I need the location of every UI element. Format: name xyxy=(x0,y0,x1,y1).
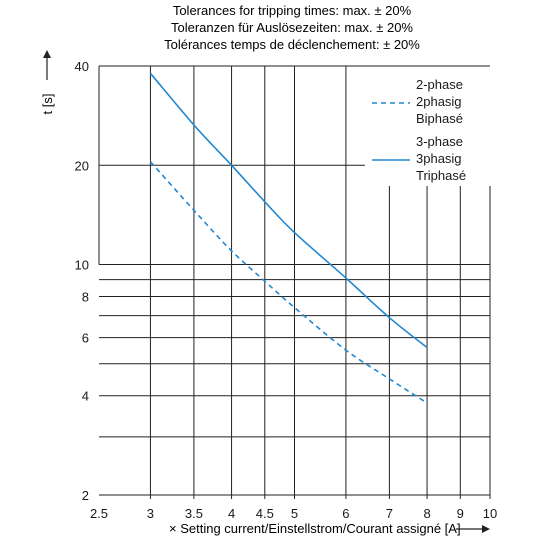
legend-label: 3phasig xyxy=(416,151,462,166)
grid xyxy=(98,65,491,499)
x-axis-label: × Setting current/Einstellstrom/Courant … xyxy=(169,521,461,536)
x-tick-label: 8 xyxy=(423,506,430,521)
series-line-3-phase xyxy=(149,72,428,349)
x-axis-title: × Setting current/Einstellstrom/Courant … xyxy=(169,521,490,536)
y-axis-label: t [s] xyxy=(40,94,55,115)
y-axis-title: t [s] xyxy=(40,50,55,114)
x-tick-label: 4.5 xyxy=(256,506,274,521)
x-tick-label: 3 xyxy=(147,506,154,521)
x-tick-label: 5 xyxy=(291,506,298,521)
y-tick-label: 6 xyxy=(82,331,89,346)
x-tick-label: 9 xyxy=(457,506,464,521)
y-tick-label: 4 xyxy=(82,389,89,404)
series-lines xyxy=(149,72,428,404)
x-tick-labels: 2.5 3 3.5 4 4.5 5 6 7 8 9 10 xyxy=(90,506,497,521)
x-tick-label: 4 xyxy=(228,506,235,521)
legend-label: Triphasé xyxy=(416,168,466,183)
legend-label: Biphasé xyxy=(416,111,463,126)
tolerance-note: Tolerances for tripping times: max. ± 20… xyxy=(164,3,420,52)
y-tick-label: 40 xyxy=(75,59,89,74)
x-tick-label: 10 xyxy=(483,506,497,521)
legend-label: 2phasig xyxy=(416,94,462,109)
tolerance-line-fr: Tolérances temps de déclenchement: ± 20% xyxy=(164,37,420,52)
tolerance-line-de: Toleranzen für Auslösezeiten: max. ± 20% xyxy=(171,20,413,35)
legend-entry-3-phase: 3-phase 3phasig Triphasé xyxy=(372,134,466,183)
legend-label: 3-phase xyxy=(416,134,463,149)
x-tick-label: 3.5 xyxy=(185,506,203,521)
y-tick-labels: 2 4 6 8 10 20 40 xyxy=(75,59,89,503)
x-tick-label: 7 xyxy=(386,506,393,521)
series-line-2-phase xyxy=(149,161,428,404)
y-tick-label: 2 xyxy=(82,488,89,503)
y-tick-label: 20 xyxy=(75,158,89,173)
legend: 2-phase 2phasig Biphasé 3-phase 3phasig Triph… xyxy=(372,77,466,183)
tolerance-line-en: Tolerances for tripping times: max. ± 20… xyxy=(173,3,412,18)
y-tick-label: 10 xyxy=(75,258,89,273)
legend-entry-2-phase: 2-phase 2phasig Biphasé xyxy=(372,77,463,126)
legend-label: 2-phase xyxy=(416,77,463,92)
x-tick-label: 2.5 xyxy=(90,506,108,521)
x-axis-arrow-head xyxy=(482,525,490,533)
x-tick-label: 6 xyxy=(342,506,349,521)
y-tick-label: 8 xyxy=(82,289,89,304)
y-axis-arrow-head xyxy=(43,50,51,58)
